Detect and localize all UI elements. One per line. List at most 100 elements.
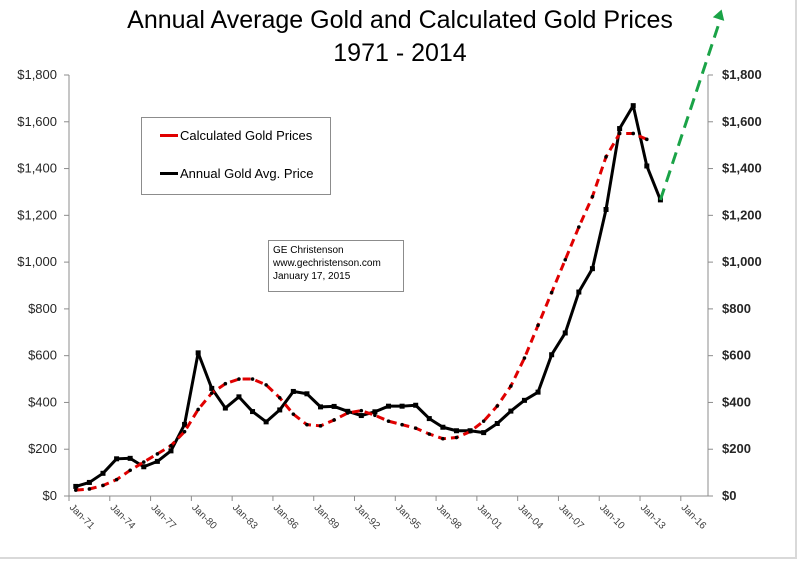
legend-item-calculated: Calculated Gold Prices bbox=[160, 128, 312, 143]
x-tick-label: Jan-16 bbox=[679, 502, 709, 532]
data-point-annual-avg bbox=[630, 103, 636, 109]
data-point-calculated bbox=[481, 419, 486, 423]
y-tick-label-left: $200 bbox=[28, 441, 57, 456]
data-point-calculated bbox=[413, 426, 418, 430]
y-tick-label-right: $0 bbox=[722, 488, 736, 503]
data-point-calculated bbox=[318, 424, 323, 428]
data-point-calculated bbox=[209, 391, 214, 395]
data-point-annual-avg bbox=[644, 163, 650, 169]
data-point-calculated bbox=[359, 408, 364, 413]
data-point-calculated bbox=[87, 487, 92, 491]
x-tick-label: Jan-86 bbox=[271, 502, 301, 532]
data-point-calculated bbox=[495, 404, 500, 408]
y-tick-label-left: $1,400 bbox=[17, 161, 57, 176]
data-point-annual-avg bbox=[86, 479, 92, 485]
data-point-annual-avg bbox=[413, 402, 419, 408]
data-point-calculated bbox=[454, 435, 459, 440]
x-tick-label: Jan-83 bbox=[230, 502, 260, 532]
data-point-calculated bbox=[223, 381, 228, 386]
data-point-annual-avg bbox=[453, 428, 459, 434]
x-tick-label: Jan-74 bbox=[108, 502, 138, 532]
y-tick-label-right: $1,600 bbox=[722, 114, 762, 129]
data-point-annual-avg bbox=[127, 455, 133, 461]
data-point-calculated bbox=[536, 323, 540, 328]
data-point-annual-avg bbox=[386, 403, 391, 409]
data-point-annual-avg bbox=[277, 407, 283, 413]
x-tick-label: Jan-89 bbox=[312, 502, 342, 532]
x-tick-label: Jan-10 bbox=[597, 502, 627, 532]
data-point-annual-avg bbox=[426, 416, 432, 422]
data-point-annual-avg bbox=[494, 420, 500, 426]
y-tick-label-right: $800 bbox=[722, 301, 751, 316]
x-tick-label: Jan-98 bbox=[434, 502, 464, 532]
data-point-annual-avg bbox=[372, 409, 378, 415]
data-point-calculated bbox=[617, 131, 622, 136]
y-tick-label-right: $1,000 bbox=[722, 254, 762, 269]
data-point-calculated bbox=[522, 356, 527, 360]
y-tick-label-left: $400 bbox=[28, 394, 57, 409]
data-point-calculated bbox=[468, 429, 472, 434]
data-point-calculated bbox=[237, 377, 241, 381]
data-point-annual-avg bbox=[603, 206, 609, 212]
data-point-calculated bbox=[400, 422, 404, 427]
data-point-calculated bbox=[631, 131, 636, 136]
y-tick-label-right: $1,800 bbox=[722, 67, 762, 82]
x-tick-label: Jan-07 bbox=[556, 502, 586, 532]
data-point-annual-avg bbox=[440, 424, 446, 430]
data-point-annual-avg bbox=[304, 391, 310, 397]
x-tick-label: Jan-13 bbox=[638, 502, 668, 532]
data-point-calculated bbox=[155, 452, 160, 456]
data-point-annual-avg bbox=[236, 394, 242, 400]
data-point-annual-avg bbox=[73, 483, 79, 489]
data-point-annual-avg bbox=[263, 419, 269, 425]
data-point-annual-avg bbox=[617, 126, 623, 132]
data-point-annual-avg bbox=[182, 421, 188, 427]
data-point-annual-avg bbox=[576, 289, 582, 295]
data-point-calculated bbox=[563, 257, 568, 262]
data-point-annual-avg bbox=[168, 448, 174, 454]
data-point-calculated bbox=[332, 418, 336, 422]
legend-item-annual-avg: Annual Gold Avg. Price bbox=[160, 166, 313, 181]
y-tick-label-left: $600 bbox=[28, 348, 57, 363]
x-tick-label: Jan-95 bbox=[393, 502, 423, 532]
chart-legend: Calculated Gold Prices Annual Gold Avg. … bbox=[141, 117, 331, 195]
data-point-annual-avg bbox=[562, 330, 568, 336]
y-tick-label-right: $1,400 bbox=[722, 161, 762, 176]
data-point-annual-avg bbox=[290, 388, 296, 394]
legend-label-annual-avg: Annual Gold Avg. Price bbox=[180, 166, 314, 181]
data-point-calculated bbox=[549, 290, 554, 295]
data-point-annual-avg bbox=[521, 397, 527, 403]
data-point-annual-avg bbox=[100, 470, 106, 476]
data-point-calculated bbox=[577, 225, 581, 229]
data-point-annual-avg bbox=[154, 458, 160, 464]
data-point-calculated bbox=[182, 429, 187, 434]
chart-title: Annual Average Gold and Calculated Gold … bbox=[127, 6, 673, 34]
y-tick-label-left: $1,800 bbox=[17, 67, 57, 82]
x-tick-label: Jan-92 bbox=[352, 502, 382, 532]
data-point-annual-avg bbox=[331, 403, 337, 409]
data-point-annual-avg bbox=[141, 464, 147, 470]
data-point-calculated bbox=[509, 384, 513, 388]
note-website: www.gechristenson.com bbox=[273, 258, 381, 269]
data-point-annual-avg bbox=[399, 403, 405, 409]
projection-arrowhead-icon bbox=[712, 9, 725, 21]
data-point-annual-avg bbox=[114, 456, 120, 462]
note-date: January 17, 2015 bbox=[273, 271, 351, 282]
data-point-calculated bbox=[441, 436, 445, 441]
data-point-calculated bbox=[250, 377, 255, 381]
data-point-calculated bbox=[196, 407, 200, 412]
y-tick-label-left: $1,000 bbox=[17, 254, 57, 269]
legend-swatch-annual-avg bbox=[160, 172, 178, 175]
y-tick-label-right: $400 bbox=[722, 394, 751, 409]
data-point-calculated bbox=[373, 413, 377, 418]
data-point-calculated bbox=[645, 137, 649, 142]
data-point-annual-avg bbox=[318, 404, 324, 410]
y-tick-label-left: $0 bbox=[43, 488, 57, 503]
data-point-annual-avg bbox=[250, 409, 256, 415]
data-point-calculated bbox=[128, 468, 132, 473]
data-point-calculated bbox=[590, 194, 595, 199]
data-point-calculated bbox=[386, 419, 391, 423]
data-point-calculated bbox=[114, 477, 119, 482]
